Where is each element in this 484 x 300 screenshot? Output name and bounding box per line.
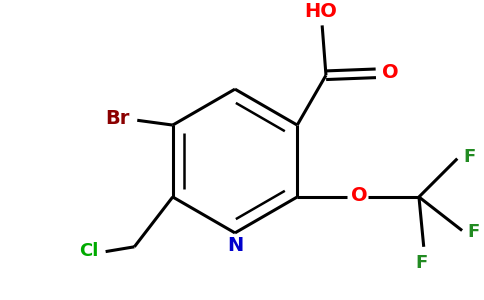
Text: F: F (468, 224, 480, 242)
Text: O: O (351, 185, 367, 205)
Text: Cl: Cl (79, 242, 99, 260)
Text: N: N (227, 236, 243, 255)
Text: F: F (416, 254, 428, 272)
Text: Br: Br (105, 109, 130, 128)
Text: HO: HO (304, 2, 337, 21)
Text: F: F (463, 148, 475, 166)
Text: O: O (381, 63, 398, 82)
